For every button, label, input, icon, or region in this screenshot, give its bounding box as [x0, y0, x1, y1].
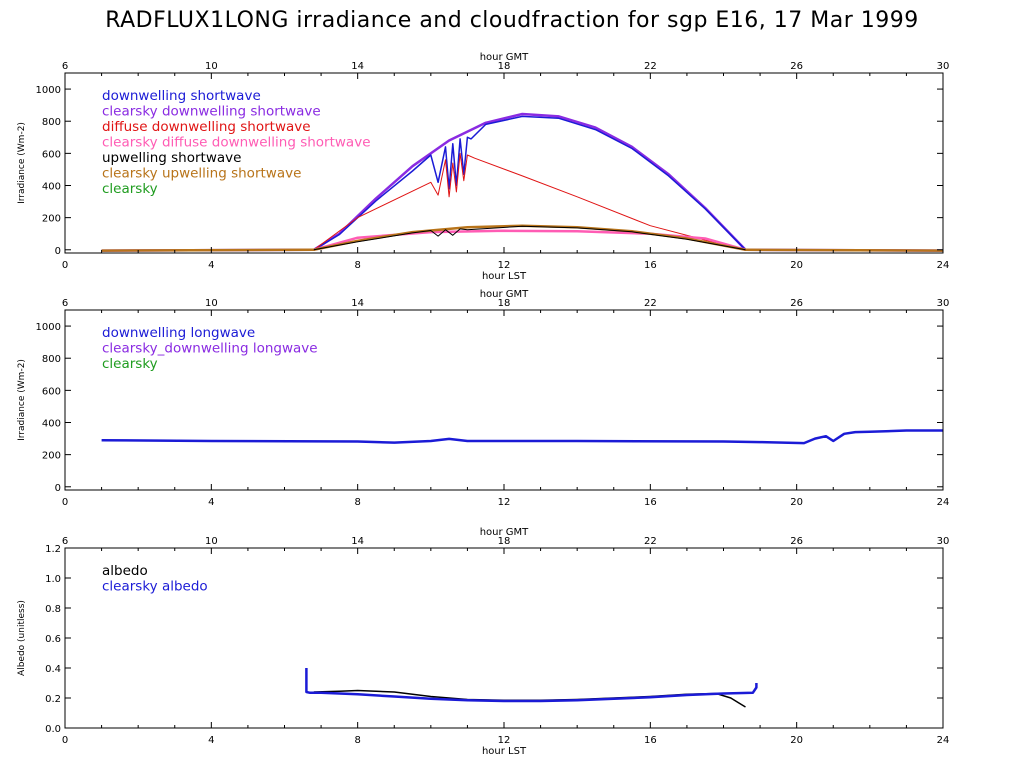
panel-albedo-ytick-label: 0.0: [45, 724, 61, 735]
panel-shortwave-ytick-label: 1000: [36, 85, 61, 96]
panel-albedo-x-title: hour LST: [482, 746, 527, 757]
panel-longwave-ytick-label: 800: [42, 354, 61, 365]
panel-longwave-x2tick-label: 6: [62, 298, 68, 309]
panel-albedo-xtick-label: 16: [644, 735, 657, 746]
panel-shortwave-legend-item: clearsky diffuse downwelling shortwave: [102, 135, 371, 151]
figure-title: RADFLUX1LONG irradiance and cloudfractio…: [105, 8, 919, 33]
panel-albedo-series-0-line: [313, 689, 746, 708]
panel-longwave-ytick-label: 0: [55, 483, 61, 494]
panel-shortwave-xtick-label: 0: [62, 260, 68, 271]
panel-shortwave-series-2-line: [313, 152, 746, 251]
panel-shortwave-xtick-label: 16: [644, 260, 657, 271]
panel-albedo-series-1-line: [305, 668, 758, 703]
panel-shortwave-legend-item: diffuse downwelling shortwave: [102, 119, 311, 135]
panel-longwave-x2tick-label: 18: [498, 298, 511, 309]
panel-shortwave-ytick-label: 200: [42, 214, 61, 225]
panel-shortwave-xtick-label: 8: [354, 260, 360, 271]
panel-albedo-x2tick-label: 26: [790, 536, 803, 547]
panel-longwave-ytick-label: 600: [42, 386, 61, 397]
panel-albedo-legend-item: clearsky albedo: [102, 579, 208, 595]
panel-shortwave-xtick-label: 4: [208, 260, 214, 271]
panel-albedo-x2tick-label: 6: [62, 536, 68, 547]
panel-longwave-ytick-label: 400: [42, 419, 61, 430]
panel-albedo-x2-title: hour GMT: [480, 527, 529, 538]
panel-albedo-legend-item: albedo: [102, 563, 148, 579]
panel-albedo-ytick-label: 0.2: [45, 694, 61, 705]
panel-albedo-x2tick-label: 10: [205, 536, 218, 547]
panel-longwave-legend-item: clearsky_downwelling longwave: [102, 341, 318, 357]
panel-shortwave-x2-title: hour GMT: [480, 52, 529, 63]
panel-longwave-legend-item: downwelling longwave: [102, 325, 255, 341]
panel-longwave-x2tick-label: 14: [351, 298, 364, 309]
panel-shortwave-x-title: hour LST: [482, 271, 527, 282]
panel-shortwave-xtick-label: 12: [498, 260, 511, 271]
panel-albedo-ytick-label: 0.4: [45, 664, 61, 675]
panel-shortwave-xtick-label: 24: [937, 260, 950, 271]
panel-longwave-x2tick-label: 30: [937, 298, 950, 309]
panel-shortwave-xtick-label: 20: [790, 260, 803, 271]
panel-shortwave-ytick-label: 0: [55, 246, 61, 257]
panel-albedo-xtick-label: 20: [790, 735, 803, 746]
panel-shortwave-x2tick-label: 22: [644, 61, 657, 72]
panel-shortwave-x2tick-label: 30: [937, 61, 950, 72]
panel-albedo-xtick-label: 0: [62, 735, 68, 746]
panel-shortwave-x2tick-label: 26: [790, 61, 803, 72]
panel-albedo-xtick-label: 24: [937, 735, 950, 746]
panel-shortwave-series-1-line: [101, 115, 944, 252]
panel-albedo-ytick-label: 1.2: [45, 544, 61, 555]
panel-shortwave-legend-item: downwelling shortwave: [102, 88, 261, 104]
panel-longwave-ytick-label: 200: [42, 451, 61, 462]
panel-shortwave-x2tick-label: 10: [205, 61, 218, 72]
panel-shortwave-legend-item: clearsky upwelling shortwave: [102, 166, 301, 182]
panel-longwave-xtick-label: 0: [62, 497, 68, 508]
panel-shortwave-x2tick-label: 18: [498, 61, 511, 72]
panel-longwave-y-title: Irradiance (Wm-2): [17, 359, 27, 441]
panel-albedo-xtick-label: 12: [498, 735, 511, 746]
panel-shortwave-ytick-label: 600: [42, 149, 61, 160]
panel-shortwave-legend-item: clearsky: [102, 181, 158, 197]
panel-albedo-x2tick-label: 14: [351, 536, 364, 547]
panel-longwave-x2-title: hour GMT: [480, 289, 529, 300]
panel-longwave-ytick-label: 1000: [36, 322, 61, 333]
panel-longwave-xtick-label: 16: [644, 497, 657, 508]
panel-albedo-ytick-label: 0.8: [45, 604, 61, 615]
panel-shortwave-x2tick-label: 14: [351, 61, 364, 72]
panel-albedo-x2tick-label: 22: [644, 536, 657, 547]
panel-longwave-xtick-label: 8: [354, 497, 360, 508]
panel-albedo-x2tick-label: 18: [498, 536, 511, 547]
panel-shortwave-ytick-label: 800: [42, 117, 61, 128]
panel-longwave-xtick-label: 4: [208, 497, 214, 508]
panel-longwave-xtick-label: 20: [790, 497, 803, 508]
panel-shortwave-series-3-line: [313, 229, 746, 252]
panel-shortwave-series-5-line: [313, 225, 746, 251]
panel-albedo-xtick-label: 8: [354, 735, 360, 746]
panel-longwave-series-0-line: [101, 429, 943, 445]
panel-albedo-ytick-label: 1.0: [45, 574, 61, 585]
panel-longwave-legend-item: clearsky: [102, 356, 158, 372]
panel-longwave-x2tick-label: 10: [205, 298, 218, 309]
panel-longwave-xtick-label: 12: [498, 497, 511, 508]
panel-albedo-xtick-label: 4: [208, 735, 214, 746]
panel-shortwave-series-4-line: [101, 224, 944, 252]
panel-longwave-x2tick-label: 22: [644, 298, 657, 309]
panel-albedo-y-title: Albedo (unitless): [17, 600, 27, 676]
panel-shortwave-legend-item: clearsky downwelling shortwave: [102, 104, 321, 120]
panel-longwave-xtick-label: 24: [937, 497, 950, 508]
panel-shortwave-y-title: Irradiance (Wm-2): [17, 122, 27, 204]
panel-albedo-ytick-label: 0.6: [45, 634, 61, 645]
panel-albedo-x2tick-label: 30: [937, 536, 950, 547]
panel-longwave-x2tick-label: 26: [790, 298, 803, 309]
panel-shortwave-ytick-label: 400: [42, 182, 61, 193]
panel-shortwave-x2tick-label: 6: [62, 61, 68, 72]
panel-shortwave-legend-item: upwelling shortwave: [102, 150, 241, 166]
